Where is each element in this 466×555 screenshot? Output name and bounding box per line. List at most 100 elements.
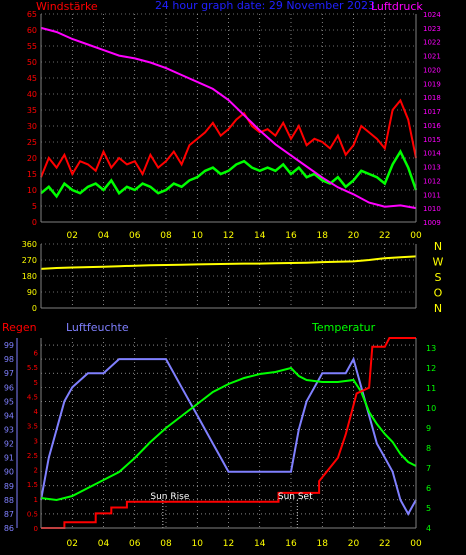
y-right-tick-label: 1024 <box>423 11 441 19</box>
y-tick-label: 270 <box>22 256 37 265</box>
series-pressure <box>40 26 417 210</box>
humidity-tick-label: 99 <box>4 341 14 350</box>
y-left-tick-label: 20 <box>27 154 37 163</box>
humidity-tick-label: 86 <box>4 524 14 533</box>
y-right-tick-label: 1018 <box>423 94 441 102</box>
x-tick-label: 22 <box>379 231 390 241</box>
rain-tick-label: 0 <box>34 525 38 533</box>
rain-tick-label: 1 <box>34 496 38 504</box>
temperature-tick-label: 7 <box>426 464 431 473</box>
rain-tick-label: 6 <box>34 350 39 358</box>
y-right-tick-label: 1017 <box>423 108 441 116</box>
panel1-grid: 02 04 06 08 10 12 14 16 18 20 22 00 <box>41 13 422 241</box>
y-tick-label: 180 <box>22 272 37 281</box>
y-left-tick-label: 50 <box>27 58 37 67</box>
x-tick-label: 00 <box>410 231 422 241</box>
compass-label: N <box>434 240 442 253</box>
series-wind-average <box>40 148 418 199</box>
x-tick-label: 08 <box>160 231 172 241</box>
rain-tick-label: 5.5 <box>27 364 38 372</box>
x-tick-label: 02 <box>67 539 78 549</box>
x-tick-label: 18 <box>317 539 329 549</box>
panel2-series <box>40 255 417 270</box>
humidity-tick-label: 90 <box>4 468 14 477</box>
panel1-axes: 0510152025303540455055606510091010101110… <box>27 10 442 227</box>
temperature-tick-label: 13 <box>426 344 436 353</box>
temperature-tick-label: 10 <box>426 404 436 413</box>
rain-tick-label: 3.5 <box>27 423 38 431</box>
y-tick-label: 90 <box>27 288 37 297</box>
temperature-tick-label: 9 <box>426 424 431 433</box>
x-tick-label: 16 <box>285 231 297 241</box>
compass-label: O <box>434 287 443 300</box>
x-tick-label: 10 <box>192 539 204 549</box>
wind-pressure-panel: Windstärke 24 hour graph date: 29 Novemb… <box>27 0 442 241</box>
y-right-tick-label: 1022 <box>423 39 441 47</box>
humidity-tick-label: 96 <box>4 383 14 392</box>
y-right-tick-label: 1010 <box>423 205 441 213</box>
compass-label: S <box>435 271 442 284</box>
y-right-tick-label: 1023 <box>423 25 441 33</box>
panel1-series <box>40 26 418 210</box>
humidity-tick-label: 88 <box>4 496 14 505</box>
y-right-tick-label: 1016 <box>423 122 441 130</box>
y-left-tick-label: 65 <box>27 10 37 19</box>
humidity-tick-label: 92 <box>4 440 14 449</box>
x-tick-label: 02 <box>67 231 78 241</box>
y-right-tick-label: 1021 <box>423 53 441 61</box>
sun-rise-label: Sun Rise <box>150 492 189 502</box>
x-tick-label: 22 <box>379 539 390 549</box>
y-right-tick-label: 1015 <box>423 136 441 144</box>
x-tick-label: 12 <box>223 539 234 549</box>
luftdruck-label: Luftdruck <box>371 0 423 13</box>
x-tick-label: 14 <box>254 231 266 241</box>
humidity-tick-label: 97 <box>4 369 14 378</box>
temperature-tick-label: 6 <box>426 484 431 493</box>
x-tick-label: 08 <box>160 539 172 549</box>
rain-tick-label: 2.5 <box>27 452 38 460</box>
x-tick-label: 20 <box>348 539 360 549</box>
series-rain <box>41 337 416 529</box>
panel3-grid: 02 04 06 08 10 12 14 16 18 20 22 00 <box>41 338 422 549</box>
x-tick-label: 12 <box>223 231 234 241</box>
y-left-tick-label: 5 <box>32 202 37 211</box>
x-tick-label: 10 <box>192 231 204 241</box>
y-right-tick-label: 1011 <box>423 191 441 199</box>
y-left-tick-label: 30 <box>27 122 37 131</box>
humidity-tick-label: 93 <box>4 425 14 434</box>
rain-tick-label: 3 <box>34 437 38 445</box>
temperature-tick-label: 4 <box>426 524 431 533</box>
temperature-tick-label: 8 <box>426 444 431 453</box>
x-tick-label: 00 <box>410 539 422 549</box>
temperatur-label: Temperatur <box>311 321 376 334</box>
y-right-tick-label: 1014 <box>423 150 441 158</box>
temperature-tick-label: 12 <box>426 364 436 373</box>
luftfeuchte-label: Luftfeuchte <box>66 321 129 334</box>
series-wind-gust <box>40 98 417 178</box>
x-tick-label: 14 <box>254 539 266 549</box>
humidity-tick-label: 89 <box>4 482 14 491</box>
y-right-tick-label: 1019 <box>423 80 441 88</box>
y-left-tick-label: 40 <box>27 90 37 99</box>
x-tick-label: 16 <box>285 539 297 549</box>
x-tick-label: 04 <box>98 539 110 549</box>
temperature-tick-label: 11 <box>426 384 436 393</box>
y-right-tick-label: 1012 <box>423 177 441 185</box>
y-tick-label: 0 <box>32 304 37 313</box>
panel3-series: Sun Rise Sun Set <box>40 337 417 529</box>
x-tick-label: 06 <box>129 231 141 241</box>
y-tick-label: 360 <box>22 240 37 249</box>
y-left-tick-label: 10 <box>27 186 37 195</box>
y-right-tick-label: 1020 <box>423 66 441 74</box>
y-right-tick-label: 1009 <box>423 219 441 227</box>
y-right-tick-label: 1013 <box>423 164 441 172</box>
y-left-tick-label: 45 <box>27 74 37 83</box>
rain-tick-label: 4 <box>34 408 39 416</box>
panel3-axes: 868788899091929394959697989900.511.522.5… <box>4 338 436 533</box>
series-temperature <box>40 366 417 502</box>
y-left-tick-label: 60 <box>27 26 37 35</box>
humidity-tick-label: 95 <box>4 397 14 406</box>
